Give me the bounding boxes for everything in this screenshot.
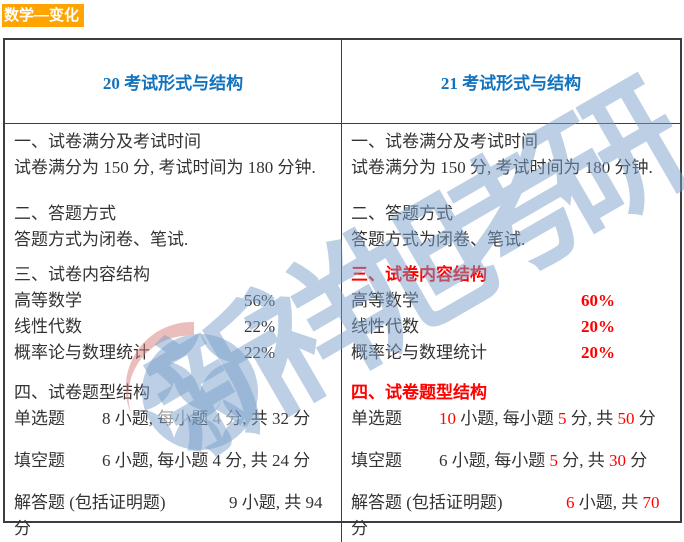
question-row: 单选题 8 小题, 每小题 4 分, 共 32 分 <box>14 406 333 432</box>
section1-title: 一、试卷满分及考试时间 <box>351 132 538 151</box>
question-row: 单选题 10 小题, 每小题 5 分, 共 50 分 <box>351 406 672 432</box>
table-cell-2021: 一、试卷满分及考试时间 试卷满分为 150 分, 考试时间为 180 分钟. 二… <box>342 124 680 542</box>
section3-title-changed: 三、试卷内容结构 <box>351 265 487 284</box>
table-cell-2020: 一、试卷满分及考试时间 试卷满分为 150 分, 考试时间为 180 分钟. 二… <box>5 124 342 542</box>
changed-number: 5 <box>558 409 567 428</box>
subject-percent: 56% <box>244 291 276 310</box>
changed-number: 50 <box>617 409 635 428</box>
subject-name: 高等数学 <box>14 291 82 310</box>
question-type: 单选题 <box>351 409 402 428</box>
question-detail: 8 小题, 每小题 4 分, 共 32 分 <box>102 409 311 428</box>
section2-title: 二、答题方式 <box>14 204 116 223</box>
subject-percent-changed: 20% <box>581 317 615 336</box>
subject-name: 线性代数 <box>351 317 419 336</box>
question-type: 填空题 <box>14 451 65 470</box>
changed-number: 10 <box>439 409 456 428</box>
changed-number: 70 <box>642 493 660 512</box>
table-header-right-label: 21 考试形式与结构 <box>440 74 582 93</box>
section3-title: 三、试卷内容结构 <box>14 265 150 284</box>
section4-title-changed: 四、试卷题型结构 <box>351 383 487 402</box>
section2-body: 答题方式为闭卷、笔试. <box>351 230 526 249</box>
page-title-badge: 数学—变化 <box>2 4 85 27</box>
question-type: 单选题 <box>14 409 65 428</box>
comparison-table: 20 考试形式与结构 21 考试形式与结构 一、试卷满分及考试时间 试卷满分为 … <box>3 38 682 542</box>
changed-number: 30 <box>609 451 626 470</box>
question-detail: 6 小题, 每小题 4 分, 共 24 分 <box>102 451 311 470</box>
subject-name: 线性代数 <box>14 317 82 336</box>
question-type: 解答题 (包括证明题) <box>14 493 166 512</box>
section1-body: 试卷满分为 150 分, 考试时间为 180 分钟. <box>351 158 653 177</box>
subject-percent: 22% <box>244 317 276 336</box>
subject-name: 高等数学 <box>351 291 419 310</box>
section2-title: 二、答题方式 <box>351 204 453 223</box>
subject-row: 高等数学 56% <box>14 288 333 314</box>
subject-row: 线性代数 22% <box>14 314 333 340</box>
subject-name: 概率论与数理统计 <box>351 343 487 362</box>
subject-percent-changed: 20% <box>581 343 615 362</box>
subject-row: 高等数学 60% <box>351 288 672 314</box>
question-row: 填空题 6 小题, 每小题 4 分, 共 24 分 <box>14 448 333 474</box>
question-type: 解答题 (包括证明题) <box>351 493 503 512</box>
section2-body: 答题方式为闭卷、笔试. <box>14 230 189 249</box>
question-type: 填空题 <box>351 451 402 470</box>
subject-row: 线性代数 20% <box>351 314 672 340</box>
question-row: 填空题 6 小题, 每小题 5 分, 共 30 分 <box>351 448 672 474</box>
table-header-left: 20 考试形式与结构 <box>5 40 342 124</box>
table-header-right: 21 考试形式与结构 <box>342 40 680 124</box>
question-row: 解答题 (包括证明题) 9 小题, 共 94 分 <box>14 490 333 542</box>
table-header-left-label: 20 考试形式与结构 <box>102 74 244 93</box>
section1-body: 试卷满分为 150 分, 考试时间为 180 分钟. <box>14 158 316 177</box>
section1-title: 一、试卷满分及考试时间 <box>14 132 201 151</box>
subject-name: 概率论与数理统计 <box>14 343 150 362</box>
section4-title: 四、试卷题型结构 <box>14 383 150 402</box>
subject-percent-changed: 60% <box>581 291 615 310</box>
subject-row: 概率论与数理统计 22% <box>14 340 333 366</box>
subject-row: 概率论与数理统计 20% <box>351 340 672 366</box>
changed-number: 6 <box>566 493 575 512</box>
subject-percent: 22% <box>244 343 276 362</box>
changed-number: 5 <box>549 451 559 470</box>
question-row: 解答题 (包括证明题) 6 小题, 共 70 分 <box>351 490 672 542</box>
question-detail: 6 小题, 每小题 5 分, 共 30 分 <box>439 451 648 470</box>
question-detail: 10 小题, 每小题 5 分, 共 50 分 <box>439 409 656 428</box>
